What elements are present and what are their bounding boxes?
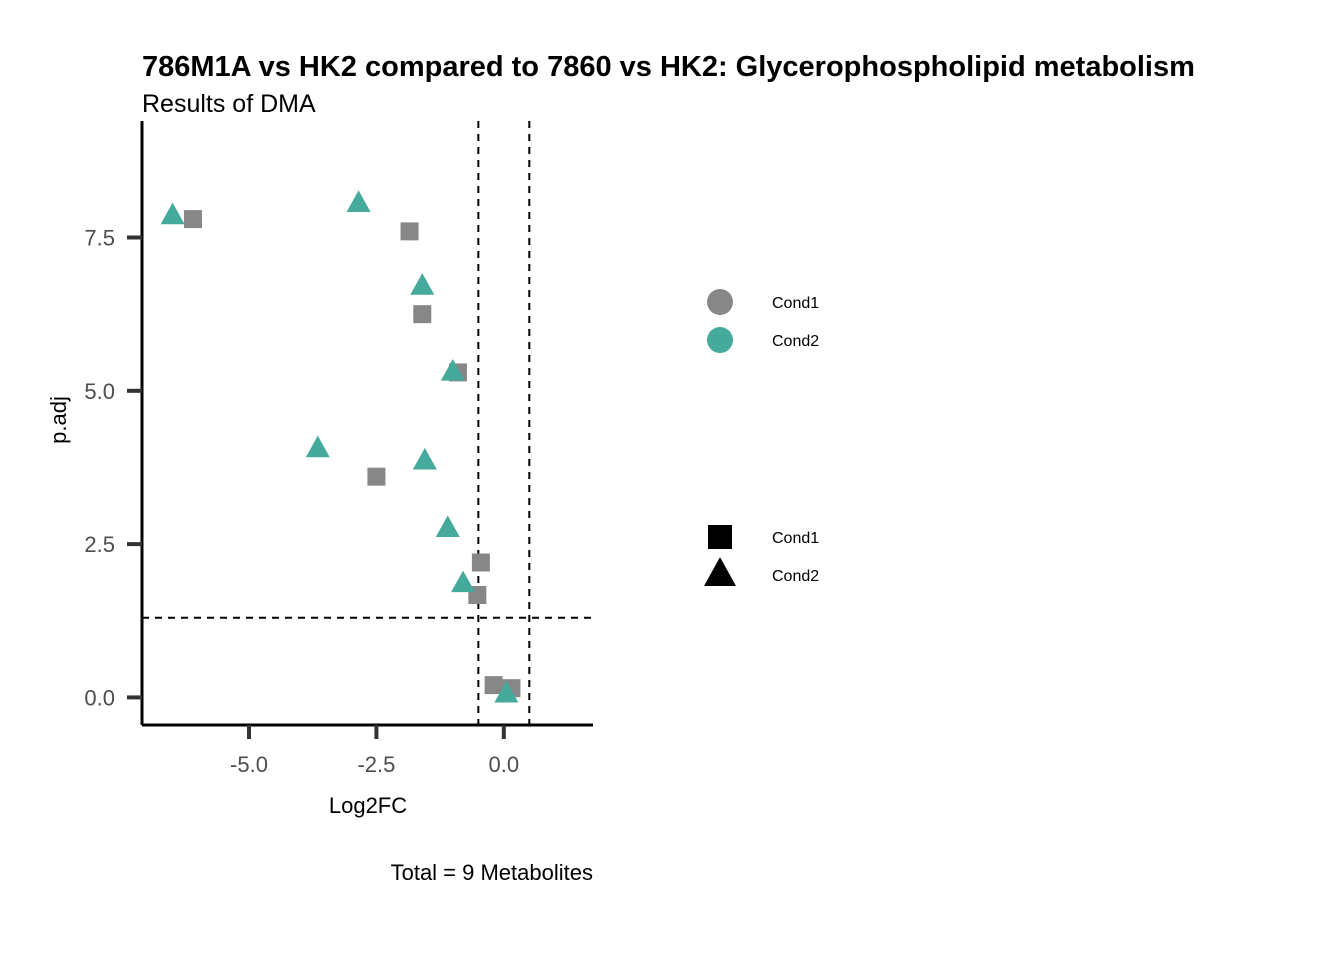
legend-color-label-0: Cond1 [772,295,819,312]
point-cond2-5 [412,447,437,470]
point-cond2-7 [451,570,476,593]
point-cond2-3 [440,359,465,381]
point-cond1-2 [413,305,432,324]
y-axis-title: p.adj [46,396,71,444]
point-cond1-7 [484,676,503,695]
y-tick-label-2: 5.0 [84,379,115,404]
point-cond1-1 [400,222,419,241]
point-cond2-6 [435,515,460,537]
chart-subtitle: Results of DMA [142,90,316,118]
point-cond1-5 [471,553,490,572]
plot-area [142,121,593,725]
point-cond1-0 [183,210,202,229]
legend-shape-key-0 [708,525,732,549]
axes: -5.0 -2.5 0.0 0.0 2.5 5.0 7.5 [84,121,593,777]
chart-caption: Total = 9 Metabolites [391,860,593,885]
legend: Cond1 Cond2 Cond1 Cond2 [704,289,819,586]
legend-shape-key-1 [704,557,736,586]
x-axis-title: Log2FC [329,793,407,818]
x-tick-label-0: -5.0 [230,752,268,777]
x-tick-label-2: 0.0 [489,752,520,777]
point-cond2-1 [346,190,371,212]
point-cond2-0 [160,202,185,225]
legend-shape-label-1: Cond2 [772,568,819,585]
point-cond2-2 [410,273,435,295]
legend-color-label-1: Cond2 [772,333,819,350]
y-tick-label-1: 2.5 [84,532,115,557]
point-cond1-4 [367,467,386,486]
legend-shape-label-0: Cond1 [772,530,819,547]
legend-color-key-1 [707,327,733,353]
point-cond2-4 [305,435,330,458]
chart-title: 786M1A vs HK2 compared to 7860 vs HK2: G… [142,51,1195,83]
x-tick-label-1: -2.5 [357,752,395,777]
y-tick-label-0: 0.0 [84,685,115,710]
point-cond2-8 [494,680,519,703]
legend-color-key-0 [707,289,733,315]
y-tick-label-3: 7.5 [84,226,115,251]
